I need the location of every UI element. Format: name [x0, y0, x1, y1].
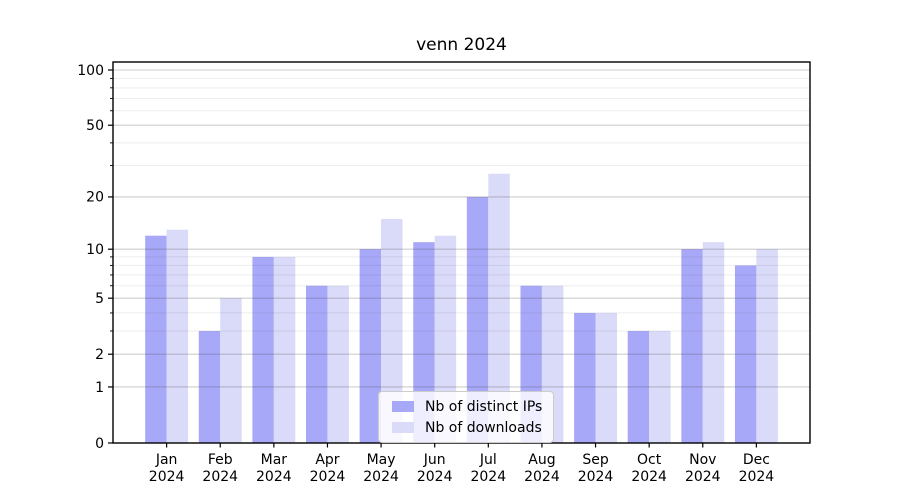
x-tick-label: Oct 2024	[631, 452, 667, 485]
legend-item: Nb of distinct IPs	[392, 397, 542, 416]
legend-swatch	[392, 422, 414, 433]
bar-oct-nb-of-downloads	[649, 330, 671, 443]
bar-sep-nb-of-distinct-ips	[574, 312, 596, 443]
bar-jan-nb-of-distinct-ips	[145, 235, 167, 443]
bar-apr-nb-of-distinct-ips	[306, 285, 328, 443]
y-tick-label: 2	[95, 347, 104, 363]
x-tick-label: Sep 2024	[578, 452, 614, 485]
bar-jul-nb-of-downloads	[488, 173, 510, 443]
x-tick-label: Feb 2024	[202, 452, 238, 485]
bar-jul-nb-of-distinct-ips	[466, 196, 489, 443]
x-tick-label: Jul 2024	[470, 452, 506, 485]
bar-dec-nb-of-downloads	[756, 249, 778, 443]
y-tick-label: 5	[95, 291, 104, 307]
bar-dec-nb-of-distinct-ips	[734, 265, 757, 443]
bar-jan-nb-of-downloads	[166, 229, 189, 443]
x-tick-label: Apr 2024	[310, 452, 346, 485]
y-tick-label: 50	[86, 118, 104, 134]
bar-feb-nb-of-distinct-ips	[198, 330, 221, 443]
chart-title: venn 2024	[416, 35, 507, 55]
bar-mar-nb-of-distinct-ips	[252, 256, 274, 443]
bar-feb-nb-of-downloads	[220, 298, 242, 443]
x-tick-label: Jun 2024	[417, 452, 453, 485]
x-tick-label: Dec 2024	[739, 452, 775, 485]
legend-swatch	[392, 401, 414, 412]
bar-may-nb-of-downloads	[381, 218, 403, 443]
x-tick-label: Aug 2024	[524, 452, 560, 485]
legend-item: Nb of downloads	[392, 418, 542, 437]
y-tick-label: 10	[86, 242, 104, 258]
bar-apr-nb-of-downloads	[327, 285, 349, 443]
plot-border	[112, 61, 811, 444]
x-tick-label: Nov 2024	[685, 452, 721, 485]
bar-may-nb-of-distinct-ips	[359, 249, 382, 443]
y-tick-label: 20	[86, 190, 104, 206]
y-tick-label: 0	[95, 436, 104, 452]
legend: Nb of distinct IPs Nb of downloads	[378, 391, 555, 443]
y-tick-label: 100	[77, 63, 104, 79]
bar-nov-nb-of-distinct-ips	[681, 249, 703, 443]
bar-sep-nb-of-downloads	[595, 312, 617, 443]
legend-label: Nb of downloads	[425, 419, 542, 436]
x-tick-label: Mar 2024	[256, 452, 292, 485]
y-tick-label: 1	[95, 380, 104, 396]
legend-label: Nb of distinct IPs	[425, 398, 543, 415]
x-tick-label: May 2024	[363, 452, 399, 485]
bar-oct-nb-of-distinct-ips	[627, 330, 650, 443]
bar-nov-nb-of-downloads	[702, 242, 725, 443]
bar-mar-nb-of-downloads	[273, 256, 296, 443]
x-tick-label: Jan 2024	[149, 452, 185, 485]
